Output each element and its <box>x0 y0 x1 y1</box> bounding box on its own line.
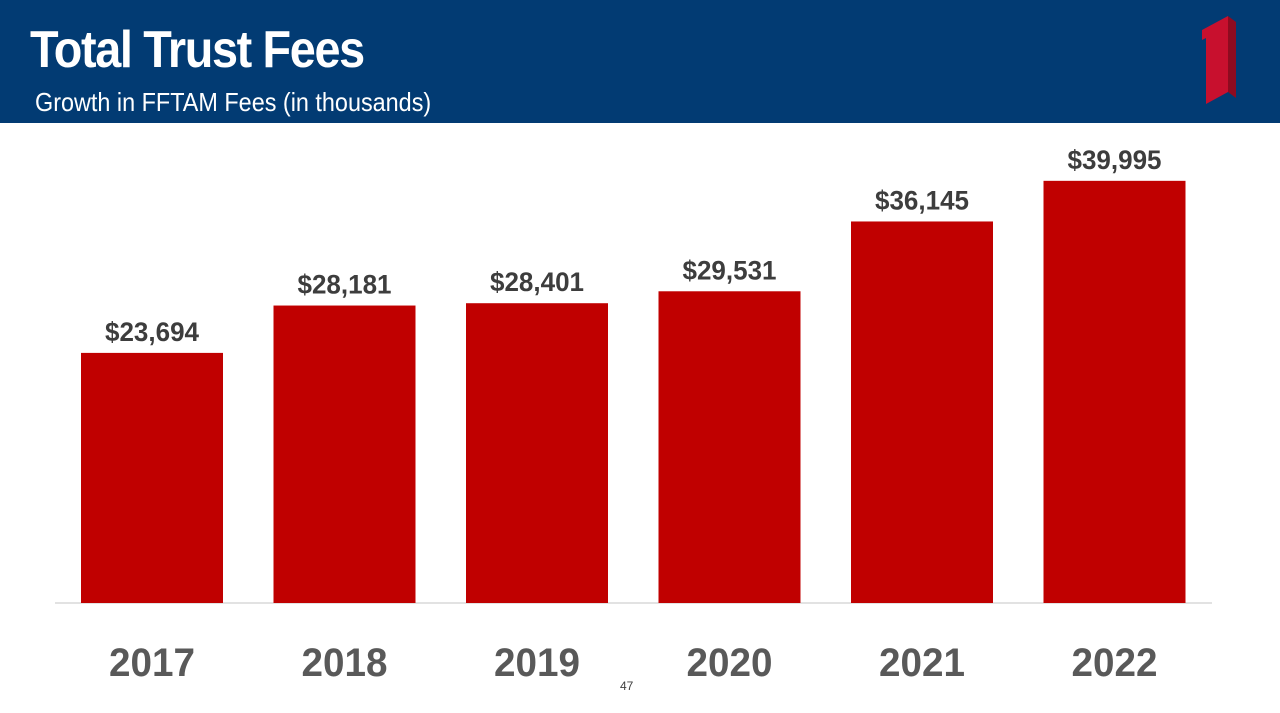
header-bar: Total Trust Fees Growth in FFTAM Fees (i… <box>0 0 1280 123</box>
value-label-2021: $36,145 <box>875 185 969 215</box>
bar-2020 <box>658 291 801 603</box>
value-label-2017: $23,694 <box>105 317 199 347</box>
x-tick-label-2020: 2020 <box>687 641 773 685</box>
bar-2022 <box>1043 180 1186 603</box>
slide-subtitle: Growth in FFTAM Fees (in thousands) <box>35 87 432 117</box>
x-tick-label-2022: 2022 <box>1072 641 1158 685</box>
bar-2019 <box>466 303 608 603</box>
bar-2018 <box>273 305 416 603</box>
bar-2021 <box>851 221 993 603</box>
value-label-2019: $28,401 <box>490 267 584 297</box>
bar-2017 <box>81 352 223 603</box>
x-tick-label-2017: 2017 <box>109 641 195 685</box>
x-tick-label-2018: 2018 <box>302 641 388 685</box>
bank-logo-icon <box>1202 16 1236 104</box>
page-number: 47 <box>620 679 634 693</box>
slide-title: Total Trust Fees <box>30 21 365 79</box>
value-label-2020: $29,531 <box>683 255 777 285</box>
value-label-2018: $28,181 <box>298 270 392 300</box>
x-tick-label-2019: 2019 <box>494 641 580 685</box>
x-tick-label-2021: 2021 <box>879 641 965 685</box>
value-label-2022: $39,995 <box>1068 145 1162 175</box>
